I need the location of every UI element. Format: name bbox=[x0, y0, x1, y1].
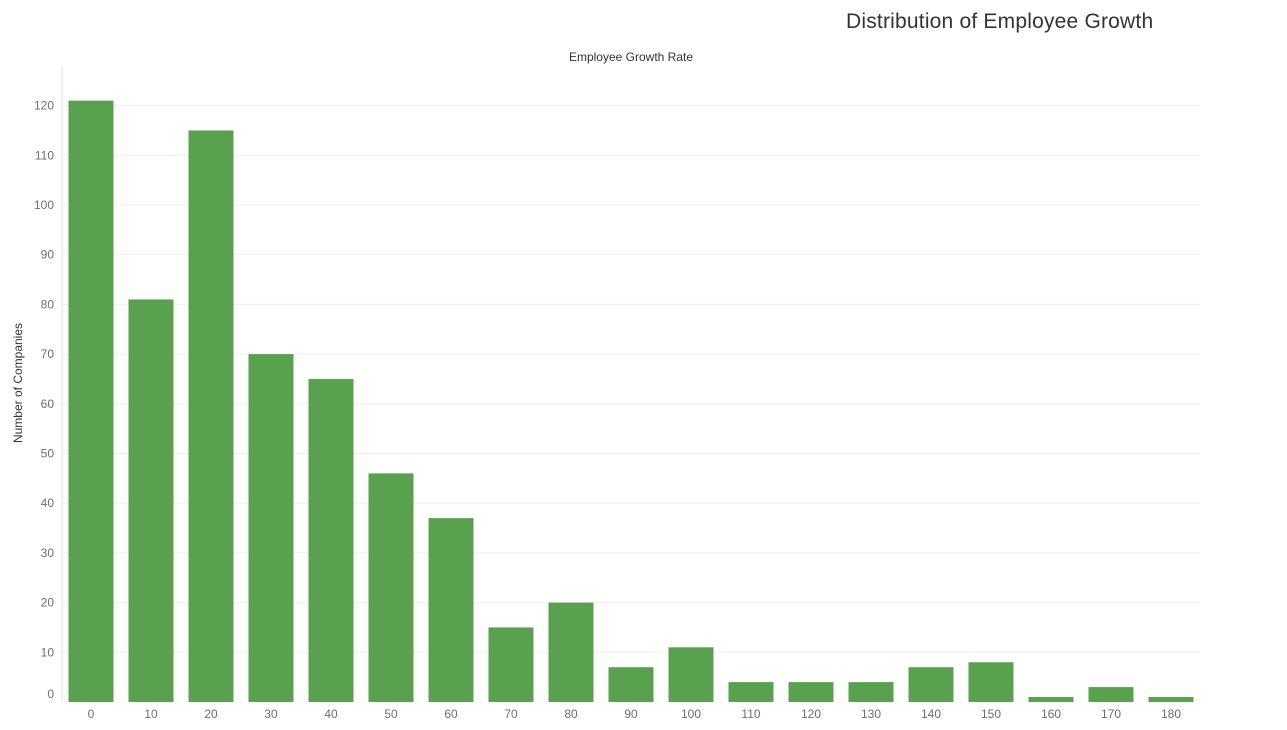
x-tick-label: 10 bbox=[144, 707, 158, 721]
x-tick-label: 40 bbox=[324, 707, 338, 721]
x-tick-label: 150 bbox=[981, 707, 1001, 721]
gridlines bbox=[62, 105, 1200, 653]
x-tick-label: 180 bbox=[1161, 707, 1181, 721]
y-tick-label: 110 bbox=[35, 148, 54, 162]
x-tick-label: 90 bbox=[624, 707, 638, 721]
x-tick-label: 70 bbox=[504, 707, 518, 721]
bar-0[interactable] bbox=[68, 100, 114, 702]
bar-160[interactable] bbox=[1028, 697, 1074, 702]
y-tick-label: 80 bbox=[41, 297, 55, 311]
bar-80[interactable] bbox=[548, 602, 594, 702]
bar-90[interactable] bbox=[608, 667, 654, 702]
bar-140[interactable] bbox=[908, 667, 954, 702]
chart-title: Distribution of Employee Growth bbox=[846, 10, 1154, 33]
bar-120[interactable] bbox=[788, 682, 834, 702]
x-tick-label: 160 bbox=[1041, 707, 1061, 721]
y-tick-label: 10 bbox=[41, 645, 55, 659]
y-tick-label: 20 bbox=[41, 596, 55, 610]
bar-100[interactable] bbox=[668, 647, 714, 702]
bar-60[interactable] bbox=[428, 518, 474, 702]
bar-30[interactable] bbox=[248, 354, 294, 702]
x-tick-label: 100 bbox=[681, 707, 701, 721]
y-axis-ticks: 0 10 20 30 40 50 60 70 80 90 100 110 120 bbox=[34, 99, 54, 701]
x-tick-label: 140 bbox=[921, 707, 941, 721]
bar-70[interactable] bbox=[488, 627, 534, 702]
y-tick-label: 30 bbox=[41, 546, 55, 560]
x-axis-title: Employee Growth Rate bbox=[569, 50, 693, 64]
x-tick-label: 30 bbox=[264, 707, 278, 721]
bar-40[interactable] bbox=[308, 378, 354, 702]
y-tick-label: 120 bbox=[34, 99, 54, 113]
y-tick-label: 60 bbox=[41, 397, 55, 411]
bar-20[interactable] bbox=[188, 130, 234, 702]
x-tick-label: 110 bbox=[741, 707, 760, 721]
y-tick-label: 100 bbox=[34, 198, 54, 212]
y-tick-label: 70 bbox=[41, 347, 55, 361]
x-tick-label: 20 bbox=[204, 707, 218, 721]
x-tick-label: 80 bbox=[564, 707, 578, 721]
bars bbox=[68, 100, 1194, 702]
bar-10[interactable] bbox=[128, 299, 174, 702]
bar-110[interactable] bbox=[728, 682, 774, 702]
bar-170[interactable] bbox=[1088, 687, 1134, 702]
y-tick-label: 40 bbox=[41, 496, 55, 510]
x-tick-label: 120 bbox=[801, 707, 821, 721]
y-tick-label: 0 bbox=[47, 687, 54, 701]
bar-130[interactable] bbox=[848, 682, 894, 702]
x-tick-label: 170 bbox=[1101, 707, 1121, 721]
x-tick-label: 0 bbox=[88, 707, 95, 721]
y-tick-label: 50 bbox=[41, 447, 55, 461]
bar-50[interactable] bbox=[368, 473, 414, 702]
x-tick-label: 60 bbox=[444, 707, 458, 721]
bar-150[interactable] bbox=[968, 662, 1014, 702]
bar-180[interactable] bbox=[1148, 697, 1194, 702]
y-tick-label: 90 bbox=[41, 248, 55, 262]
x-tick-label: 50 bbox=[384, 707, 398, 721]
x-axis-ticks: 0 10 20 30 40 50 60 70 80 90 100 110 120 130 140 150 160… bbox=[88, 707, 1182, 721]
y-axis-title: Number of Companies bbox=[11, 323, 25, 443]
x-tick-label: 130 bbox=[861, 707, 881, 721]
